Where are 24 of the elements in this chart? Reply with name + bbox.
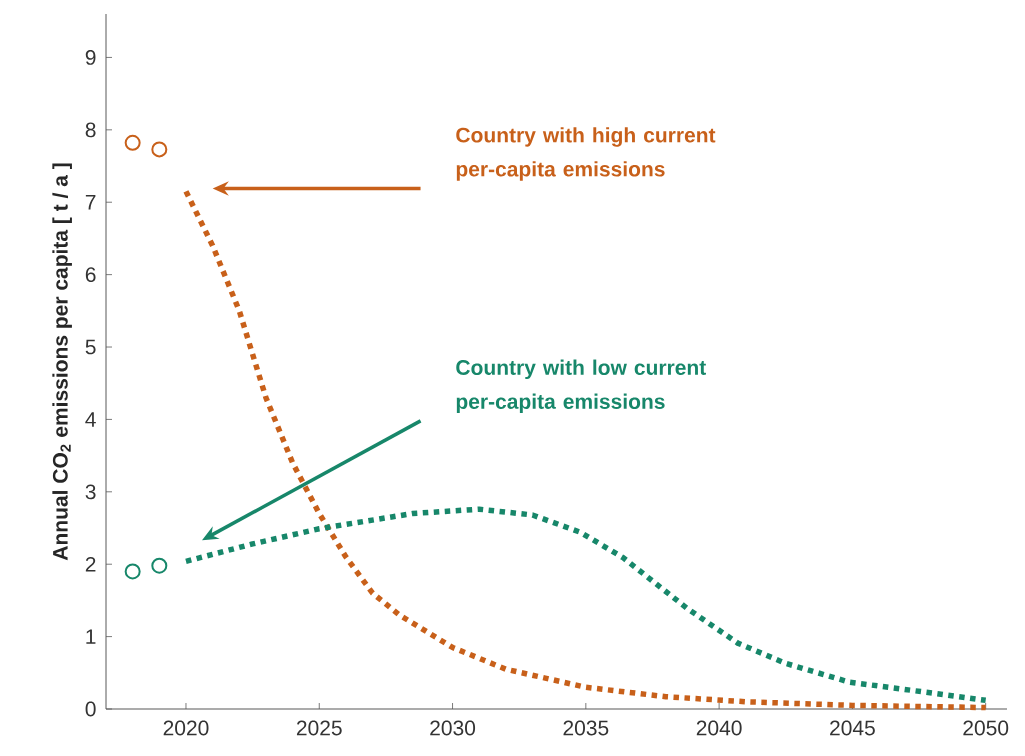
y-tick-label: 9: [85, 50, 96, 65]
x-tick-label: 2025: [296, 720, 342, 736]
y-tick-label: 6: [85, 267, 96, 283]
y-tick-label: 1: [86, 629, 96, 644]
x-tick-label: 2030: [430, 720, 476, 736]
x-tick-label: 2040: [696, 720, 742, 736]
point: [151, 557, 168, 574]
y-tick-label: 8: [85, 122, 96, 138]
point: [151, 141, 168, 158]
x-tick-label: 2020: [163, 720, 209, 736]
y-tick-label: 7: [85, 195, 96, 210]
y-tick-label: 2: [85, 556, 96, 572]
point: [124, 134, 141, 151]
y-tick-label: 5: [85, 339, 96, 355]
annotation: Country with low current per-capita emissions: [456, 359, 706, 414]
y-axis-title: Annual CO$_{2}$ emissions per capita [ t / a ]: [52, 163, 72, 561]
y-tick-label: 4: [85, 412, 96, 427]
x-tick-label: 2050: [963, 720, 1009, 736]
y-tick-label: 0: [85, 701, 96, 717]
y-tick-label: 3: [85, 484, 96, 500]
x-tick-label: 2045: [830, 720, 875, 736]
x-tick-label: 2035: [563, 720, 609, 736]
point: [124, 563, 141, 580]
annotation: Country with high current per-capita emissions: [456, 127, 716, 181]
